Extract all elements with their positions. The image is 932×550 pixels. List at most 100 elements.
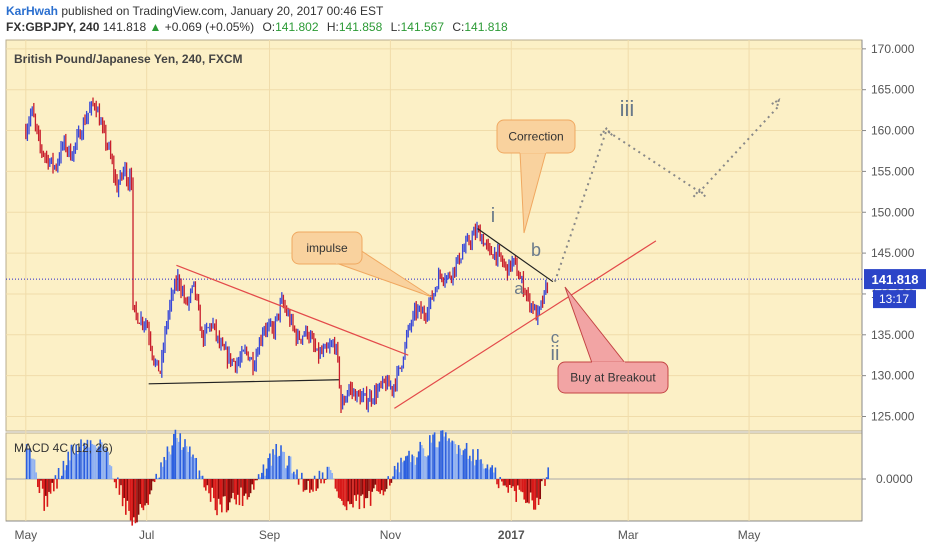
- macd-bar: [456, 453, 458, 479]
- macd-bar: [193, 458, 196, 479]
- trend-line-4[interactable]: [477, 228, 554, 283]
- wave-ii-label: ii: [551, 343, 560, 365]
- macd-bar: [395, 469, 398, 479]
- macd-bar: [216, 479, 218, 516]
- macd-bar: [201, 475, 204, 479]
- macd-bar: [421, 445, 423, 479]
- macd-bar: [416, 457, 418, 479]
- macd-bar: [136, 479, 138, 523]
- macd-bar: [91, 443, 94, 479]
- macd-bar: [161, 466, 164, 479]
- macd-bar: [33, 459, 36, 479]
- macd-bar: [512, 479, 514, 487]
- trend-line-1[interactable]: [176, 264, 409, 356]
- macd-bar: [329, 470, 332, 479]
- macd-bar: [525, 479, 527, 504]
- price-pane[interactable]: [5, 39, 863, 432]
- publish-info: KarHwah published on TradingView.com, Ja…: [6, 4, 383, 18]
- macd-bar: [489, 467, 492, 479]
- macd-bar: [409, 462, 412, 479]
- macd-bar: [411, 454, 414, 479]
- macd-bar: [141, 479, 143, 508]
- macd-bar: [352, 479, 354, 508]
- macd-bar: [229, 479, 231, 503]
- macd-bar: [211, 479, 214, 488]
- macd-bar: [464, 448, 466, 479]
- macd-bar: [94, 445, 97, 479]
- macd-bar: [389, 479, 391, 486]
- author-link[interactable]: KarHwah: [6, 4, 59, 18]
- macd-bar: [49, 479, 52, 494]
- macd-bar: [443, 436, 446, 479]
- x-tick-label: Sep: [259, 528, 281, 542]
- macd-bar: [475, 459, 478, 479]
- macd-bar: [70, 444, 73, 479]
- macd-bar: [515, 479, 518, 502]
- current-price-badge: [864, 269, 926, 290]
- macd-bar: [157, 478, 159, 479]
- macd-bar: [78, 446, 81, 479]
- macd-bar: [509, 479, 511, 485]
- macd-bar: [379, 479, 382, 494]
- macd-bar: [75, 444, 78, 479]
- macd-bar: [480, 459, 482, 479]
- macd-bar: [377, 479, 380, 492]
- macd-bar: [213, 479, 215, 499]
- macd-bar: [536, 479, 538, 498]
- macd-bar: [270, 465, 273, 479]
- macd-bar: [168, 451, 170, 479]
- correction-callout-label: Correction: [508, 130, 563, 144]
- trend-line-2[interactable]: [148, 379, 339, 385]
- trend-line-3[interactable]: [394, 240, 657, 409]
- macd-bar: [104, 448, 106, 479]
- macd-bar: [353, 479, 356, 496]
- macd-bar: [53, 479, 55, 492]
- x-tick-label: Jul: [139, 528, 154, 542]
- macd-bar: [185, 446, 188, 479]
- macd-bar: [453, 441, 455, 479]
- buy-breakout-callout-label: Buy at Breakout: [570, 371, 656, 385]
- macd-bar: [105, 448, 108, 479]
- macd-bar: [419, 441, 422, 479]
- macd-bar: [149, 479, 151, 495]
- macd-bar: [309, 479, 311, 493]
- macd-bar: [437, 447, 439, 479]
- y-tick-label: 130.000: [871, 369, 915, 383]
- macd-bar: [403, 460, 406, 479]
- macd-bar: [459, 448, 462, 479]
- macd-bar: [121, 479, 124, 507]
- macd-bar: [264, 475, 266, 479]
- impulse-callout-box[interactable]: [291, 231, 363, 265]
- macd-bar: [393, 465, 396, 479]
- macd-zero-label: 0.0000: [876, 472, 913, 486]
- macd-bar: [155, 473, 158, 479]
- macd-bar: [544, 479, 546, 486]
- macd-bar: [408, 450, 410, 479]
- macd-bar: [376, 479, 378, 492]
- symbol-label: FX:GBPJPY: [6, 20, 73, 34]
- projection-arrow-marker: [692, 188, 707, 198]
- change-value: +0.069 (+0.05%): [164, 20, 255, 34]
- last-price: 141.818: [102, 20, 147, 34]
- macd-bar: [131, 479, 134, 526]
- macd-bar: [224, 479, 226, 497]
- macd-bar: [187, 451, 190, 479]
- macd-bar: [117, 477, 119, 479]
- y-tick-label: 155.000: [871, 164, 915, 178]
- projection-path[interactable]: [553, 105, 780, 283]
- macd-bar: [209, 479, 212, 502]
- macd-bar: [545, 477, 548, 479]
- macd-bar: [424, 456, 426, 479]
- macd-bar: [62, 460, 65, 479]
- macd-bar: [273, 454, 276, 479]
- macd-bar: [41, 479, 44, 489]
- current-price-badge-text: 141.818: [872, 272, 919, 287]
- ohlc-header: FX:GBPJPY, 240 141.818 ▲ +0.069 (+0.05%)…: [6, 20, 508, 34]
- macd-bar: [248, 479, 250, 498]
- macd-bar: [51, 479, 54, 483]
- low-value: 141.567: [400, 20, 444, 34]
- macd-bar: [493, 472, 495, 479]
- macd-bar: [321, 472, 324, 479]
